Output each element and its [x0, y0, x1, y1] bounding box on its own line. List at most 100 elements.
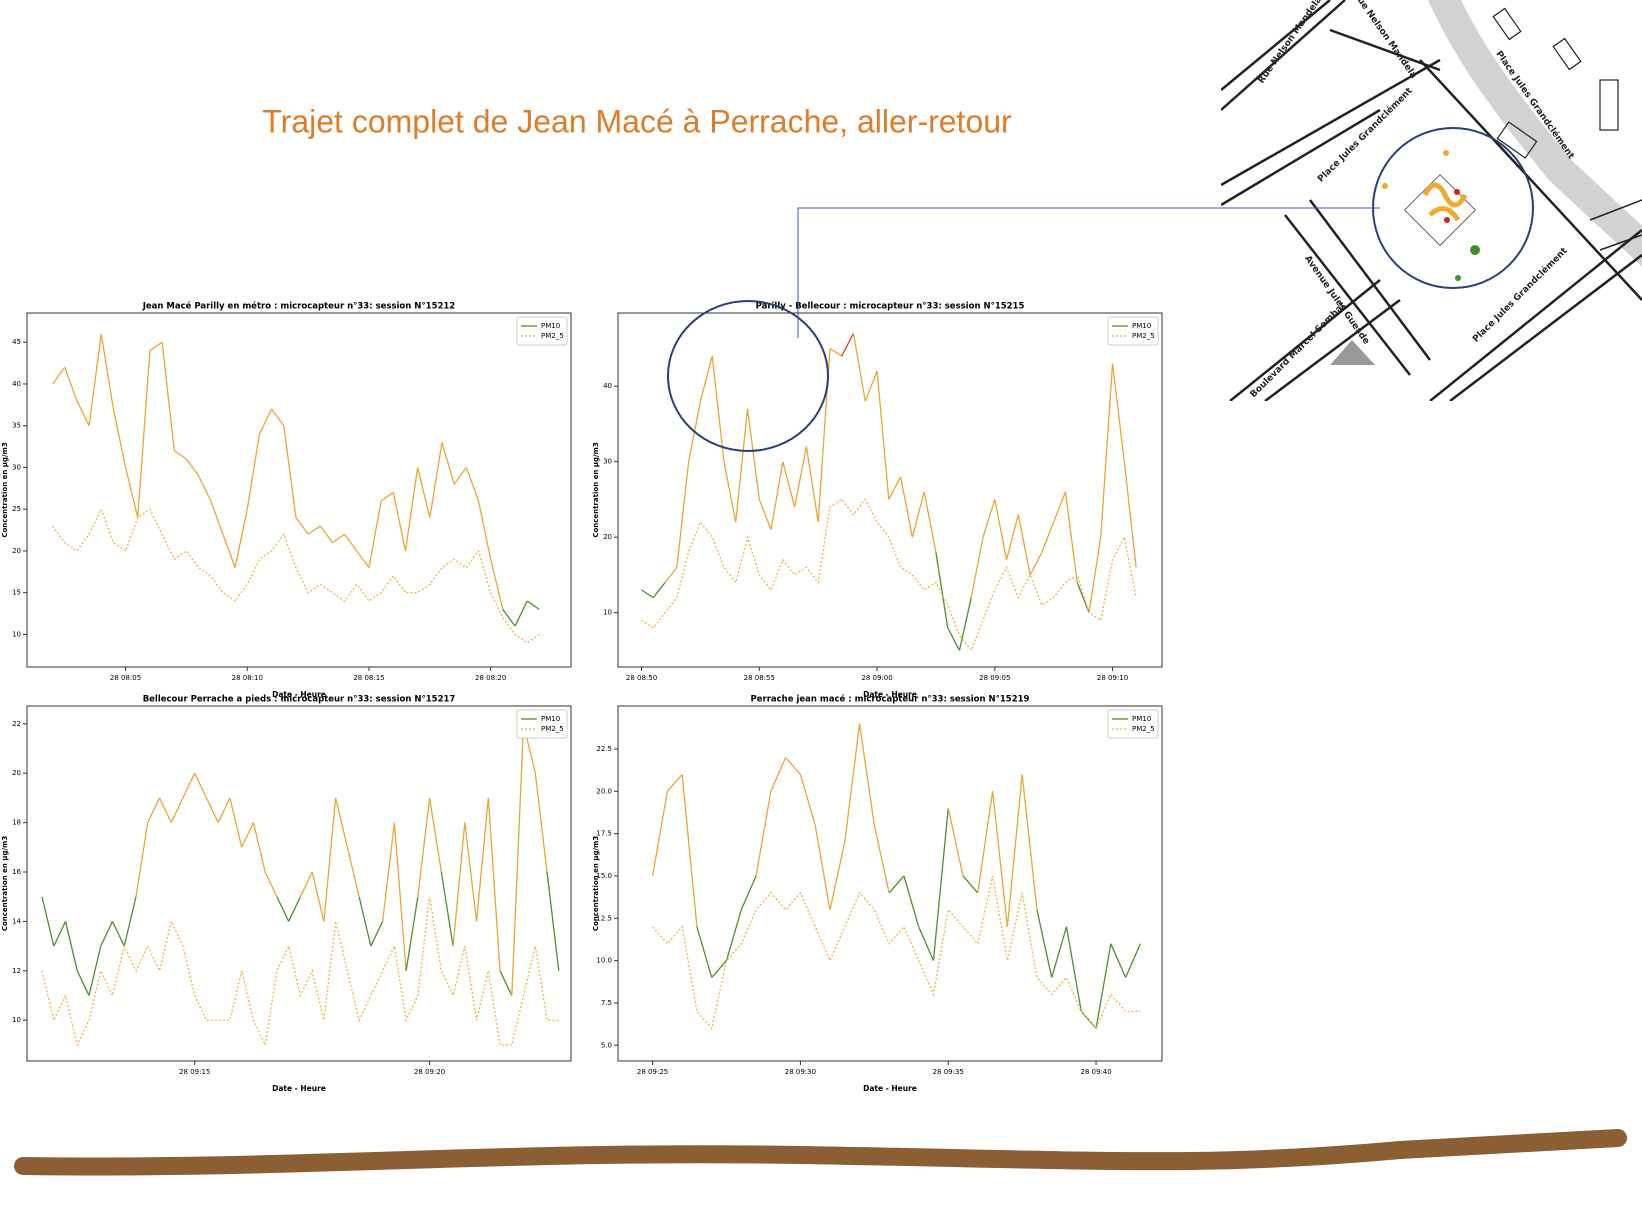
y-tick-label: 20.0	[596, 787, 612, 795]
data-segment	[76, 970, 90, 996]
x-axis-label: Date - Heure	[272, 690, 326, 699]
data-segment	[947, 627, 961, 651]
x-tick-label: 28 09:25	[637, 1068, 668, 1076]
chart-highlight	[667, 300, 829, 452]
data-segment	[888, 476, 902, 500]
data-segment	[1111, 363, 1125, 462]
data-segment	[864, 370, 878, 402]
x-tick-label: 28 08:50	[626, 674, 657, 682]
data-segment	[194, 772, 208, 799]
legend-label: PM10	[1132, 715, 1151, 723]
data-segment	[271, 408, 285, 427]
y-tick-label: 20	[12, 769, 21, 777]
data-segment	[295, 517, 309, 535]
y-tick-label: 20	[12, 547, 21, 555]
y-tick-label: 5.0	[601, 1041, 612, 1049]
data-segment	[137, 350, 151, 518]
data-line	[641, 498, 1137, 652]
x-tick-label: 28 09:10	[1097, 674, 1128, 682]
data-segment	[477, 500, 492, 560]
chart-title: Parilly - Bellecour : microcapteur n°33:…	[756, 302, 1025, 312]
data-segment	[1053, 491, 1067, 523]
data-segment	[234, 509, 248, 568]
chart-title: Jean Macé Parilly en métro : microcapteu…	[142, 301, 456, 312]
data-segment	[392, 492, 407, 552]
data-segment	[994, 499, 1008, 560]
data-segment	[198, 475, 212, 502]
plot-area	[617, 312, 1163, 668]
data-segment	[873, 825, 890, 894]
data-segment	[696, 926, 713, 978]
data-segment	[970, 537, 984, 598]
data-segment	[283, 425, 297, 518]
data-segment	[770, 461, 784, 530]
legend-label: PM10	[1132, 322, 1151, 330]
data-segment	[276, 896, 290, 922]
data-segment	[453, 467, 467, 485]
data-segment	[307, 525, 321, 535]
y-tick-label: 25	[12, 505, 21, 513]
data-segment	[1036, 909, 1053, 978]
data-segment	[358, 896, 372, 947]
data-segment	[440, 871, 454, 947]
data-segment	[135, 822, 149, 897]
x-axis-label: Date - Heure	[863, 690, 917, 699]
y-axis-label: Concentration en µg/m3	[1, 442, 9, 537]
data-segment	[534, 773, 548, 873]
data-segment	[465, 467, 480, 502]
data-segment	[490, 559, 504, 610]
data-segment	[124, 467, 139, 518]
data-segment	[958, 597, 972, 651]
data-segment	[888, 875, 905, 894]
data-segment	[417, 467, 431, 518]
data-segment	[381, 822, 396, 922]
y-tick-label: 22.5	[596, 745, 612, 753]
data-segment	[64, 367, 78, 401]
x-tick-label: 28 09:15	[179, 1068, 210, 1076]
data-segment	[64, 921, 78, 971]
data-segment	[1065, 926, 1082, 1012]
data-line	[52, 507, 540, 644]
data-segment	[217, 797, 231, 823]
data-segment	[100, 921, 114, 947]
y-tick-label: 18	[12, 819, 21, 827]
plot-area	[26, 312, 572, 668]
y-tick-label: 15	[12, 589, 21, 597]
data-segment	[1041, 521, 1055, 553]
data-segment	[546, 871, 560, 971]
data-segment	[149, 341, 163, 352]
slide-title: Trajet complet de Jean Macé à Perrache, …	[262, 103, 1012, 139]
plot-area	[26, 705, 572, 1062]
data-segment	[785, 757, 801, 775]
data-segment	[335, 797, 349, 848]
data-segment	[53, 921, 67, 947]
data-segment	[829, 347, 843, 357]
data-segment	[368, 500, 382, 568]
data-segment	[404, 467, 419, 552]
data-segment	[805, 446, 819, 523]
legend-box	[516, 709, 568, 739]
data-segment	[1095, 943, 1112, 1029]
data-segment	[641, 589, 654, 599]
data-segment	[711, 960, 727, 978]
data-segment	[264, 871, 278, 897]
data-segment	[651, 791, 669, 877]
y-tick-label: 22	[12, 720, 21, 728]
x-tick-label: 28 09:35	[933, 1068, 964, 1076]
x-axis-label: Date - Heure	[863, 1084, 917, 1093]
data-segment	[173, 450, 187, 460]
data-segment	[814, 825, 831, 910]
data-segment	[962, 875, 979, 894]
data-segment	[311, 871, 325, 922]
x-tick-label: 28 09:00	[861, 674, 892, 682]
data-segment	[676, 461, 690, 568]
y-tick-label: 12	[12, 967, 21, 975]
data-segment	[758, 499, 772, 530]
data-segment	[344, 533, 358, 552]
data-segment	[417, 797, 431, 897]
data-segment	[1005, 514, 1019, 560]
x-tick-label: 28 08:55	[744, 674, 775, 682]
legend-label: PM2_5	[541, 725, 564, 733]
y-tick-label: 14	[12, 917, 21, 925]
